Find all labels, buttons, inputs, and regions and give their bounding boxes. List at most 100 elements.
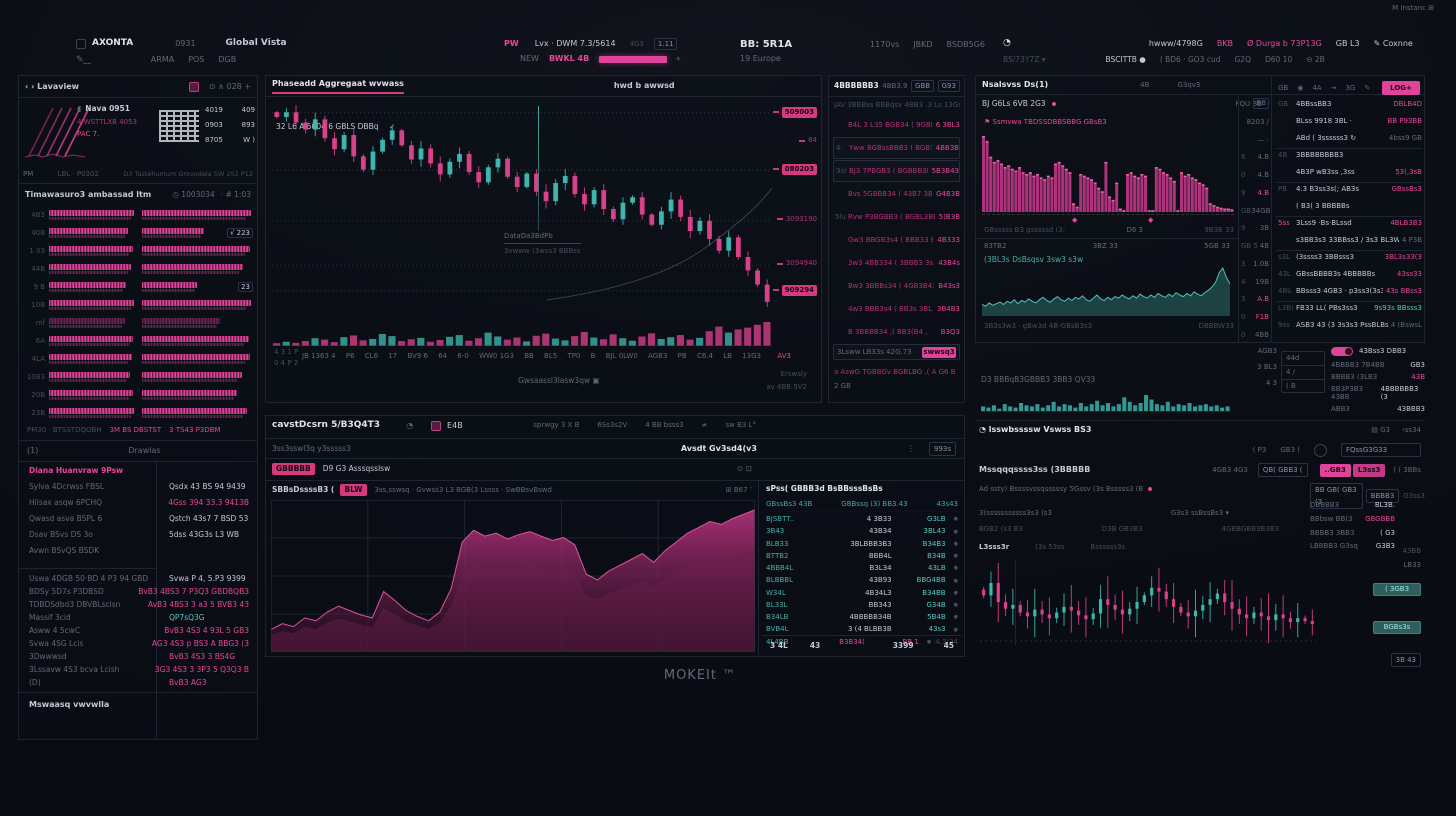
feed-icon-2[interactable]: 4A <box>1312 83 1322 92</box>
row-dot-icon[interactable]: ● <box>953 553 958 559</box>
fund-row-3[interactable]: ABB3 43BBB3 <box>1331 405 1425 413</box>
row-dot-icon[interactable]: ● <box>953 614 958 621</box>
orderbook-chip2[interactable]: G93 <box>937 80 960 92</box>
hdr-right2-3[interactable]: G2Q <box>1234 54 1251 64</box>
feed-item-6[interactable]: ( B3( 3 BBBBBs <box>1278 202 1422 211</box>
kv-row-5[interactable]: Avwn BSvQS BSDK <box>29 546 249 556</box>
pos-row-6[interactable]: W34L 4B34L3 B34BB ● <box>766 588 958 597</box>
fund-row-1[interactable]: BBBB3 (3LB3 43B <box>1331 372 1425 381</box>
nav-item-2[interactable]: Global Vista <box>225 38 287 48</box>
feed-item-10[interactable]: 43L GBssBBBB3s 4BBBBBs 43ss33 <box>1278 270 1422 278</box>
clock-icon[interactable]: ◔ <box>1003 38 1011 48</box>
hdr-right2-5[interactable]: ⊖ 2B <box>1306 54 1325 64</box>
hdr-right1-3[interactable]: GB L3 <box>1335 38 1360 48</box>
row-dot-icon[interactable]: ● <box>953 577 958 584</box>
feed-item-3[interactable]: 4B 3BBBBBBBB3 <box>1278 151 1422 160</box>
kv-row-5[interactable]: Svwa 4SG Lcis AG3 4S3 p BS3 A BBG3 (3 <box>29 639 249 649</box>
vitals-candle-chart[interactable] <box>980 559 1316 647</box>
hdr-right2-2[interactable]: ( BD6 · GO3 cud <box>1159 54 1221 64</box>
pos-row-3[interactable]: BTTB2 BBB4L B34B ● <box>766 551 958 560</box>
nav-item-1[interactable]: 0931 <box>175 38 196 48</box>
row-dot-icon[interactable]: ● <box>953 589 958 596</box>
page-next[interactable]: 45 <box>943 641 954 651</box>
kv-row-0[interactable]: Diana Huanvraw 9Psw <box>29 466 249 476</box>
series-right[interactable]: ⊞ B67 ʼ <box>725 485 752 494</box>
feed-item-2[interactable]: ABd ( 3ssssss3 ↻ 4bss9 GB <box>1278 134 1422 143</box>
pos-row-5[interactable]: BLBBBL 43B93 BBG4BB ● <box>766 576 958 585</box>
feed-item-5[interactable]: PB 4.3 B3ss3s(; AB3s GBssBs3 <box>1278 185 1422 193</box>
fund-row-0[interactable]: 4BBBB3 7B4BB GB3 <box>1331 361 1425 369</box>
pos-row-10[interactable]: 4L4BB B3B34(BB 1 ● 4,3(34 <box>766 637 958 646</box>
vitals-btn-live[interactable]: L3ss3 <box>1352 463 1386 477</box>
feed-item-9[interactable]: s3L (3ssss3 3BBsss3 3BL3s33(3 <box>1278 253 1422 261</box>
row-dot-icon[interactable]: ● <box>953 565 958 572</box>
watch-row-7[interactable]: 6A <box>23 334 253 348</box>
candlestick-chart[interactable] <box>272 100 772 312</box>
kv-row-1[interactable]: Sylva 4Dcrwss FBSL Qsdx 43 BS 94 9439 <box>29 482 249 492</box>
kv-row-4[interactable]: Dsav BSvs DS 3o 5dss 43G3s L3 WB <box>29 530 249 540</box>
page-prev[interactable]: 43 <box>809 641 821 651</box>
watch-row-10[interactable]: 20B <box>23 388 253 402</box>
log-button[interactable]: LOG+ <box>1382 81 1420 95</box>
hdr-right2-4[interactable]: D60 10 <box>1264 54 1293 64</box>
vital-tab-0[interactable]: L3sss3r <box>979 543 1010 551</box>
funding-toggle[interactable] <box>1331 347 1353 356</box>
kv-row-3[interactable]: Qwasd asva BSPL 6 Qstch 43s7 7 BSD 53 <box>29 514 249 524</box>
hdr-right1-0[interactable]: hwww/4798G <box>1148 38 1203 48</box>
vitals-corner-box[interactable]: 3B 43 <box>1390 653 1421 667</box>
subnav-0[interactable]: ARMA <box>150 55 175 65</box>
pos-row-1[interactable]: 3B43 43B34 3BL43 ● <box>766 527 958 536</box>
row-dot-icon[interactable]: ● <box>953 540 958 547</box>
circle-icon[interactable] <box>1314 443 1327 457</box>
vitals-btn-auto[interactable]: ..GB3 <box>1319 463 1351 477</box>
feed-item-8[interactable]: s3BB3s3 33BBss3 / 3s3 BL3W 3s(s3s34 P3B <box>1278 236 1422 245</box>
watch-row-8[interactable]: 4LA <box>23 352 253 366</box>
kv-row-0[interactable]: Uswa 4DGB 50·BD 4 P3 94 GBD Svwa P 4, 5.P… <box>29 574 249 584</box>
ob-row-2[interactable]: 3sl BJ3 7PBGB3 ( BGBBB3P3 5B3B43 <box>833 160 960 182</box>
execution-area-chart[interactable] <box>271 500 755 652</box>
tab-next-panel[interactable]: hwd b awwsd <box>613 81 675 91</box>
kv-chip-value[interactable]: BBBB3 <box>1365 489 1400 503</box>
feed-item-11[interactable]: 4Bს BBsss3 4GB3 · p3ss3(3s3s 43s BBss3 <box>1278 287 1422 295</box>
chart-footer-label[interactable]: Gwsaassl3lasw3qw ▣ <box>518 376 600 385</box>
exec-more-icon[interactable]: ⋮ <box>906 443 915 453</box>
ob-row-9[interactable]: B 3BBBB34 ,( BB3(B4 , B3Q3 <box>833 321 960 343</box>
vitals-search[interactable]: FQssG3G33 <box>1341 443 1421 457</box>
ob-row-1[interactable]: 4·Yww BGBssBBB3 ( BGB3 3BL(4BB3B <box>833 137 960 159</box>
pos-row-8[interactable]: B34LB 4BBBBB34B 5B4B ● <box>766 613 958 621</box>
fund-row-2[interactable]: BB3P3B3 43BB 4BBBBBB3 (3 <box>1331 384 1419 402</box>
drawer-center[interactable]: Drawlas <box>128 445 161 455</box>
exec-clock-icon[interactable]: ◔ <box>406 420 414 430</box>
analytics-chip1[interactable]: 4B <box>1140 81 1150 90</box>
pos-row-7[interactable]: BL33L BB343 G34B ● <box>766 600 958 609</box>
feed-icon-1[interactable]: ◉ <box>1297 83 1304 92</box>
feed-icon-3[interactable]: → <box>1330 83 1337 92</box>
ob-row-5[interactable]: Gw3 BBGB3s4 ( BBB33 BL34B333 <box>833 229 960 251</box>
watch-row-2[interactable]: 1 03 <box>23 244 253 258</box>
feed-item-1[interactable]: BLss 9918 3BL · BB P93BB <box>1278 117 1422 126</box>
watchlist-title[interactable]: Timawasuro3 ambassad ltm <box>25 189 152 199</box>
feed-item-12[interactable]: L3B(FB33 LL( PBs3ss3 9s93s BBsss3 <box>1278 304 1422 312</box>
watch-row-5[interactable]: 10B <box>23 298 253 312</box>
watch-row-1[interactable]: 40B √ 223 <box>23 226 253 240</box>
box-row-0[interactable]: 44d <box>1286 354 1300 362</box>
pos-row-9[interactable]: BVB4L 3 (4 BLBB3B 43s3 ● <box>766 625 958 634</box>
drawer-left[interactable]: (1) <box>27 445 39 455</box>
sidebar-actions[interactable]: ⊙ ∧ 028 + <box>208 81 251 91</box>
feed-icon-0[interactable]: GB <box>1278 83 1289 92</box>
vital-tab-1[interactable]: (3s 53ss <box>1035 543 1065 551</box>
pair-input[interactable]: 1.11 <box>653 38 678 50</box>
feed-icon-4[interactable]: 3G <box>1345 83 1356 92</box>
exec-sub-chip[interactable]: 993s <box>928 442 956 456</box>
sidebar-bottom-label[interactable]: Mswaasq vwvwlla <box>29 700 110 709</box>
box-row-2[interactable]: ( B <box>1282 378 1324 393</box>
ob-row-3[interactable]: Bvs 5GBBB34 ( 43B7 3BL4 G4B3B <box>833 183 960 205</box>
pos-row-2[interactable]: BLB33 3BLBBB3B3 B34B3 ● <box>766 539 958 548</box>
vitals-seg1[interactable]: 4GB3 4G3 <box>1212 465 1248 474</box>
feed-item-7[interactable]: 5ss 3Lss9 ·Bs·BLssd 4BLB3B3 <box>1278 219 1422 227</box>
watch-row-3[interactable]: 44B <box>23 262 253 276</box>
ob-row-0[interactable]: B4L 3 L35 BGB34 ( 9GBBGBt (6 3BL3 <box>833 114 960 136</box>
kv-row-1[interactable]: BDSy 5D7s P3DBSD BvB3 4BS3 7 P3Q3 GBDBQB3 <box>29 587 249 597</box>
sidebar-pink-icon[interactable] <box>188 81 199 92</box>
